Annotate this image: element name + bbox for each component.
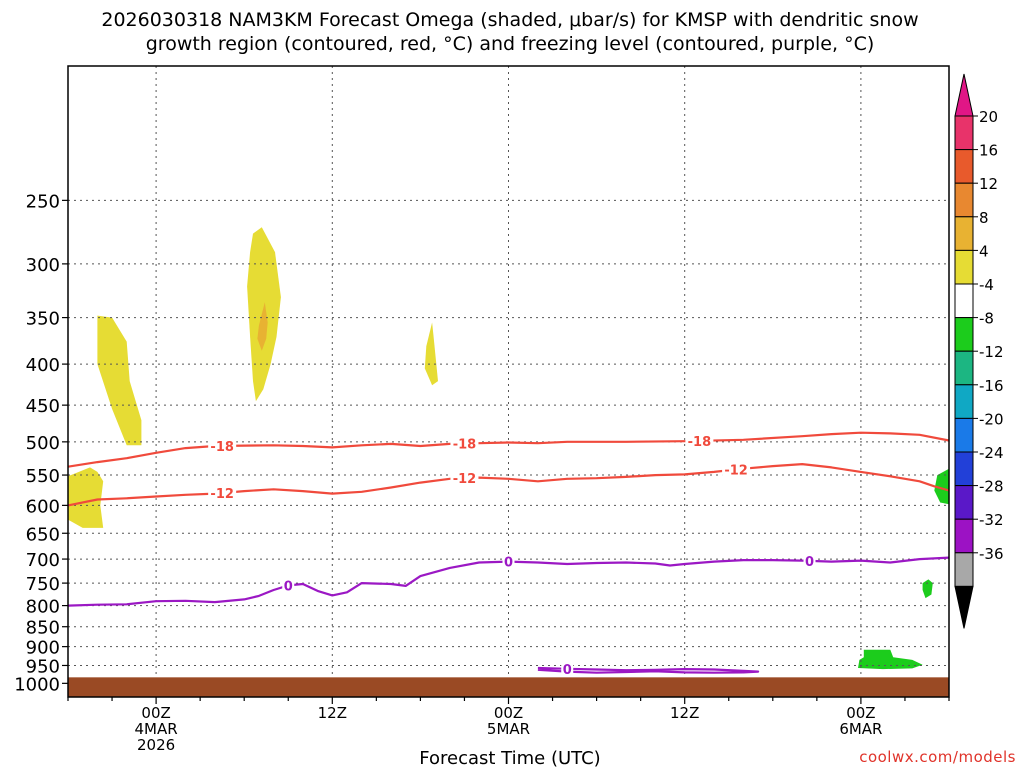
colorbar-label-6: -8 <box>979 310 994 328</box>
y-axis: 2503003504004505005506006507007508008509… <box>14 191 68 695</box>
colorbar-swatch-8 <box>955 385 973 419</box>
x-tick-label-48-1: 6MAR <box>839 720 882 738</box>
omega-plus4-a <box>97 316 141 446</box>
y-tick-label-450: 450 <box>26 396 60 417</box>
chart-svg: 2026030318 NAM3KM Forecast Omega (shaded… <box>0 0 1024 768</box>
x-tick-label-0-2: 2026 <box>137 736 175 754</box>
colorbar-swatch-1 <box>955 150 973 184</box>
freezing-level-label-0: 0 <box>284 579 293 594</box>
dgz-minus18-label-2: -18 <box>688 435 712 450</box>
freezing-level-label-2: 0 <box>805 555 814 570</box>
colorbar-swatch-5 <box>955 284 973 318</box>
colorbar-swatch-3 <box>955 217 973 251</box>
colorbar-label-8: -16 <box>979 377 1004 395</box>
dgz-minus12-label-2: -12 <box>724 463 748 478</box>
colorbar-swatch-9 <box>955 418 973 452</box>
colorbar-bottom-arrow <box>955 586 973 628</box>
colorbar-label-11: -28 <box>979 478 1004 496</box>
colorbar-swatch-6 <box>955 318 973 352</box>
y-tick-label-700: 700 <box>26 550 60 571</box>
colorbar: 20 16 12 8 4 -4 -8 -12 -16 -20 -24 -28 -32 -36 <box>955 74 1004 628</box>
dgz-minus18-label-1: -18 <box>453 438 477 453</box>
dgz-minus12-label-1: -12 <box>453 472 477 487</box>
colorbar-swatch-4 <box>955 250 973 284</box>
y-tick-label-500: 500 <box>26 433 60 454</box>
colorbar-swatch-10 <box>955 452 973 486</box>
colorbar-label-5: -4 <box>979 276 994 294</box>
y-tick-label-600: 600 <box>26 496 60 517</box>
colorbar-label-3: 8 <box>979 209 989 227</box>
y-tick-label-300: 300 <box>26 255 60 276</box>
omega-plus4-c <box>425 323 438 386</box>
freezing-level-low-label-0: 0 <box>563 663 572 678</box>
y-tick-label-850: 850 <box>26 618 60 639</box>
y-tick-label-400: 400 <box>26 355 60 376</box>
dgz-minus12-label-0: -12 <box>210 487 234 502</box>
y-tick-label-550: 550 <box>26 466 60 487</box>
ground-fill <box>68 677 949 697</box>
dgz-minus18-label-0: -18 <box>210 440 234 455</box>
omega-plus4-d <box>68 467 103 528</box>
x-tick-label-24-1: 5MAR <box>487 720 530 738</box>
colorbar-label-1: 16 <box>979 142 998 160</box>
x-axis-label: Forecast Time (UTC) <box>419 748 600 768</box>
credit-text: coolwx.com/models <box>859 748 1016 766</box>
colorbar-label-9: -20 <box>979 410 1004 428</box>
freezing-level-label-1: 0 <box>504 556 513 571</box>
colorbar-label-10: -24 <box>979 444 1004 462</box>
cross-section-figure: 2026030318 NAM3KM Forecast Omega (shaded… <box>0 0 1024 768</box>
colorbar-label-12: -32 <box>979 511 1004 529</box>
y-tick-label-800: 800 <box>26 597 60 618</box>
colorbar-top-arrow <box>955 74 973 116</box>
colorbar-swatch-7 <box>955 351 973 385</box>
chart-title-line2: growth region (contoured, red, °C) and f… <box>146 33 875 55</box>
chart-title-line1: 2026030318 NAM3KM Forecast Omega (shaded… <box>101 9 918 31</box>
colorbar-swatch-13 <box>955 553 973 587</box>
colorbar-label-0: 20 <box>979 108 998 126</box>
colorbar-swatch-2 <box>955 183 973 217</box>
omega-minus4-b <box>923 579 933 598</box>
colorbar-swatch-0 <box>955 116 973 150</box>
colorbar-label-7: -12 <box>979 343 1004 361</box>
x-tick-label-36-0: 12Z <box>670 704 699 722</box>
dgz-minus18 <box>68 433 949 467</box>
y-tick-label-250: 250 <box>26 191 60 212</box>
colorbar-label-4: 4 <box>979 242 989 260</box>
y-tick-label-1000: 1000 <box>14 674 60 695</box>
y-tick-label-650: 650 <box>26 524 60 545</box>
colorbar-label-13: -36 <box>979 545 1004 563</box>
colorbar-label-2: 12 <box>979 175 998 193</box>
y-tick-label-350: 350 <box>26 309 60 330</box>
colorbar-swatch-12 <box>955 519 973 553</box>
y-tick-label-750: 750 <box>26 574 60 595</box>
omega-minus4-c <box>858 650 923 669</box>
colorbar-swatch-11 <box>955 486 973 520</box>
x-tick-label-12-0: 12Z <box>318 704 347 722</box>
